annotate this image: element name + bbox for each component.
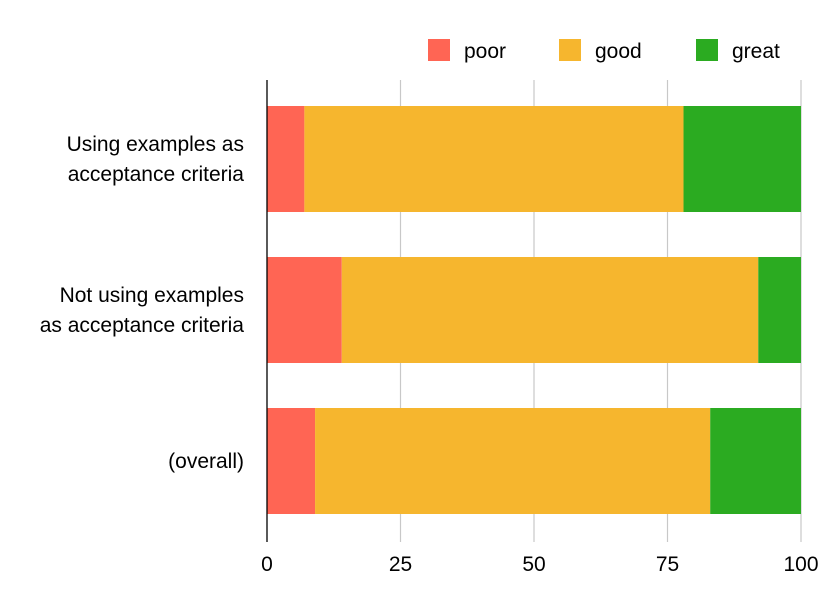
bar-good-2 [315, 408, 711, 514]
legend-label-good: good [595, 40, 642, 63]
bar-good-1 [341, 257, 759, 363]
category-label: Not using examples as acceptance criteria [40, 284, 245, 337]
bar-great-1 [758, 257, 801, 363]
category-label-line: Not using examples [60, 284, 244, 307]
category-label-line: acceptance criteria [68, 163, 245, 186]
legend-label-great: great [732, 40, 780, 63]
bar-good-0 [304, 106, 684, 212]
bar-great-0 [683, 106, 801, 212]
legend-swatch-great [696, 39, 718, 61]
bar-great-2 [710, 408, 801, 514]
legend-swatch-poor [428, 39, 450, 61]
category-label: (overall) [168, 450, 244, 473]
bar-poor-2 [267, 408, 316, 514]
x-tick-label: 100 [783, 553, 818, 576]
x-tick-label: 75 [656, 553, 679, 576]
x-tick-label: 50 [522, 553, 545, 576]
legend-label-poor: poor [464, 40, 506, 63]
category-label: Using examples as acceptance criteria [67, 133, 245, 186]
category-label-line: as acceptance criteria [40, 314, 245, 337]
category-label-line: (overall) [168, 450, 244, 473]
bars [267, 106, 801, 514]
x-tick-label: 25 [389, 553, 412, 576]
bar-poor-0 [267, 106, 305, 212]
legend: poor good great [428, 39, 780, 63]
category-label-line: Using examples as [67, 133, 244, 156]
legend-swatch-good [559, 39, 581, 61]
axes: 0 25 50 75 100 Using examples as acceptance cr… [40, 80, 819, 576]
x-tick-label: 0 [261, 553, 273, 576]
bar-poor-1 [267, 257, 342, 363]
